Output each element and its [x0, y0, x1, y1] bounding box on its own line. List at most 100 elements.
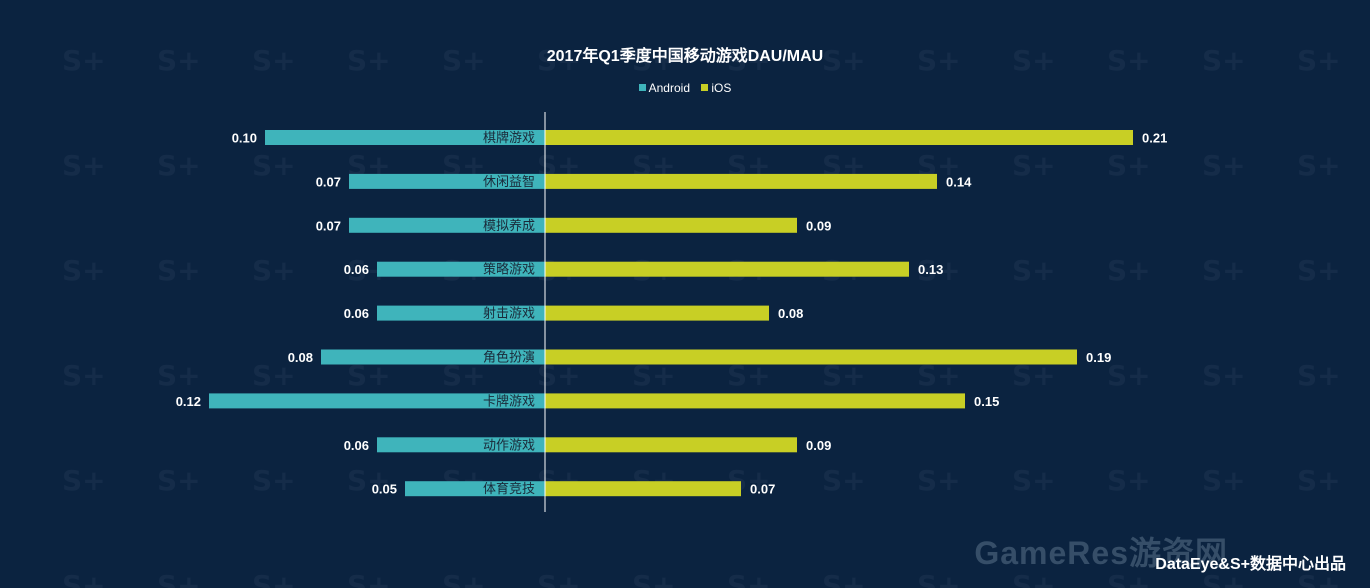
watermark-icon: S+	[1297, 254, 1341, 287]
bar-ios	[545, 261, 909, 277]
watermark-icon: S+	[727, 44, 771, 77]
bar-android	[405, 481, 545, 497]
data-label-ios: 0.19	[1086, 350, 1111, 365]
watermark-icon: S+	[1107, 44, 1151, 77]
chart-legend: Android iOS	[0, 80, 1370, 95]
watermark-icon: S+	[62, 254, 106, 287]
data-label-ios: 0.13	[918, 262, 943, 277]
watermark-icon: S+	[1202, 44, 1246, 77]
watermark-icon: S+	[1012, 254, 1056, 287]
watermark-icon: S+	[62, 149, 106, 182]
watermark-icon: S+	[1297, 44, 1341, 77]
watermark-icon: S+	[442, 44, 486, 77]
watermark-icon: S+	[1202, 569, 1246, 588]
data-label-android: 0.10	[232, 131, 257, 146]
watermark-icon: S+	[537, 569, 581, 588]
watermark-icon: S+	[1202, 359, 1246, 392]
watermark-icon: S+	[822, 44, 866, 77]
watermark-icon: S+	[1012, 569, 1056, 588]
watermark-icon: S+	[1012, 464, 1056, 497]
category-label: 体育竞技	[483, 481, 535, 497]
data-label-ios: 0.15	[974, 394, 999, 409]
data-label-android: 0.06	[344, 306, 369, 321]
data-label-ios: 0.21	[1142, 131, 1167, 146]
bar-ios	[545, 437, 797, 453]
watermark-icon: S+	[347, 569, 391, 588]
data-label-ios: 0.09	[806, 218, 831, 233]
bar-ios	[545, 349, 1077, 365]
category-label: 动作游戏	[483, 438, 535, 453]
bar-ios	[545, 217, 797, 233]
bar-android	[321, 349, 545, 365]
watermark-icon: S+	[62, 359, 106, 392]
bar-android	[265, 130, 545, 145]
watermark-icon: S+	[1297, 569, 1341, 588]
watermark-icon: S+	[1012, 149, 1056, 182]
legend-label-ios: iOS	[711, 80, 732, 95]
watermark-icon: S+	[537, 44, 581, 77]
category-label: 角色扮演	[483, 350, 535, 366]
watermark-icon: S+	[62, 464, 106, 497]
watermark-icon: S+	[917, 464, 961, 497]
bar-android	[349, 173, 545, 189]
bar-ios	[545, 305, 769, 321]
watermark-icon: S+	[1202, 149, 1246, 182]
category-label: 棋牌游戏	[483, 130, 535, 146]
watermark-icon: S+	[442, 569, 486, 588]
watermark-icon: S+	[347, 44, 391, 77]
watermark-text: GameRes游资网	[974, 535, 1228, 571]
watermark-icon: S+	[1202, 464, 1246, 497]
watermark-icon: S+	[252, 464, 296, 497]
watermark-icon: S+	[1107, 359, 1151, 392]
data-label-ios: 0.07	[750, 482, 775, 497]
watermark-pattern: S+ S+ S+ S+ S+ S+ S+ S+ S+ S+ S+ S+ S+ S+ S+ S+ S+ S+ S+ S+…	[62, 44, 1341, 588]
bar-android	[349, 217, 545, 233]
watermark-icon: S+	[822, 464, 866, 497]
watermark-icon: S+	[252, 359, 296, 392]
watermark-icon: S+	[727, 569, 771, 588]
watermark-icon: S+	[1012, 44, 1056, 77]
bar-ios	[545, 130, 1133, 145]
legend-swatch-android	[638, 84, 646, 91]
data-label-android: 0.12	[176, 394, 201, 409]
category-label: 策略游戏	[483, 262, 535, 278]
category-label: 模拟养成	[483, 218, 535, 234]
watermark-icon: S+	[1297, 359, 1341, 392]
watermark-icon: S+	[252, 569, 296, 588]
watermark-icon: S+	[157, 359, 201, 392]
watermark-icon: S+	[632, 569, 676, 588]
watermark-icon: S+	[252, 149, 296, 182]
watermark-icon: S+	[157, 464, 201, 497]
bar-ios	[545, 393, 965, 409]
watermark-icon: S+	[157, 254, 201, 287]
bar-ios	[545, 173, 937, 189]
bar-ios	[545, 481, 741, 497]
watermark-icon: S+	[1107, 254, 1151, 287]
legend-item-ios[interactable]: iOS	[701, 81, 731, 95]
watermark-icon: S+	[157, 149, 201, 182]
bar-android	[377, 261, 545, 277]
watermark-icon: S+	[347, 464, 391, 497]
watermark-icon: S+	[1297, 149, 1341, 182]
data-label-android: 0.07	[316, 174, 341, 189]
watermark-icon: S+	[252, 44, 296, 77]
watermark-icon: S+	[917, 569, 961, 588]
watermark-icon: S+	[157, 569, 201, 588]
watermark-icon: S+	[917, 44, 961, 77]
watermark-icon: S+	[1107, 149, 1151, 182]
watermark-icon: S+	[822, 569, 866, 588]
footer-credit: DataEye&S+数据中心出品	[1155, 556, 1346, 573]
data-label-android: 0.07	[316, 218, 341, 233]
data-label-android: 0.05	[372, 482, 397, 497]
watermark-icon: S+	[1297, 464, 1341, 497]
watermark-icon: S+	[1107, 569, 1151, 588]
bar-android	[377, 437, 545, 453]
chart-title: 2017年Q1季度中国移动游戏DAU/MAU	[546, 48, 824, 65]
data-label-ios: 0.08	[778, 306, 803, 321]
watermark-icon: S+	[917, 254, 961, 287]
legend-item-android[interactable]: Android	[638, 81, 690, 95]
bar-android	[209, 393, 545, 409]
watermark-icon: S+	[1107, 464, 1151, 497]
